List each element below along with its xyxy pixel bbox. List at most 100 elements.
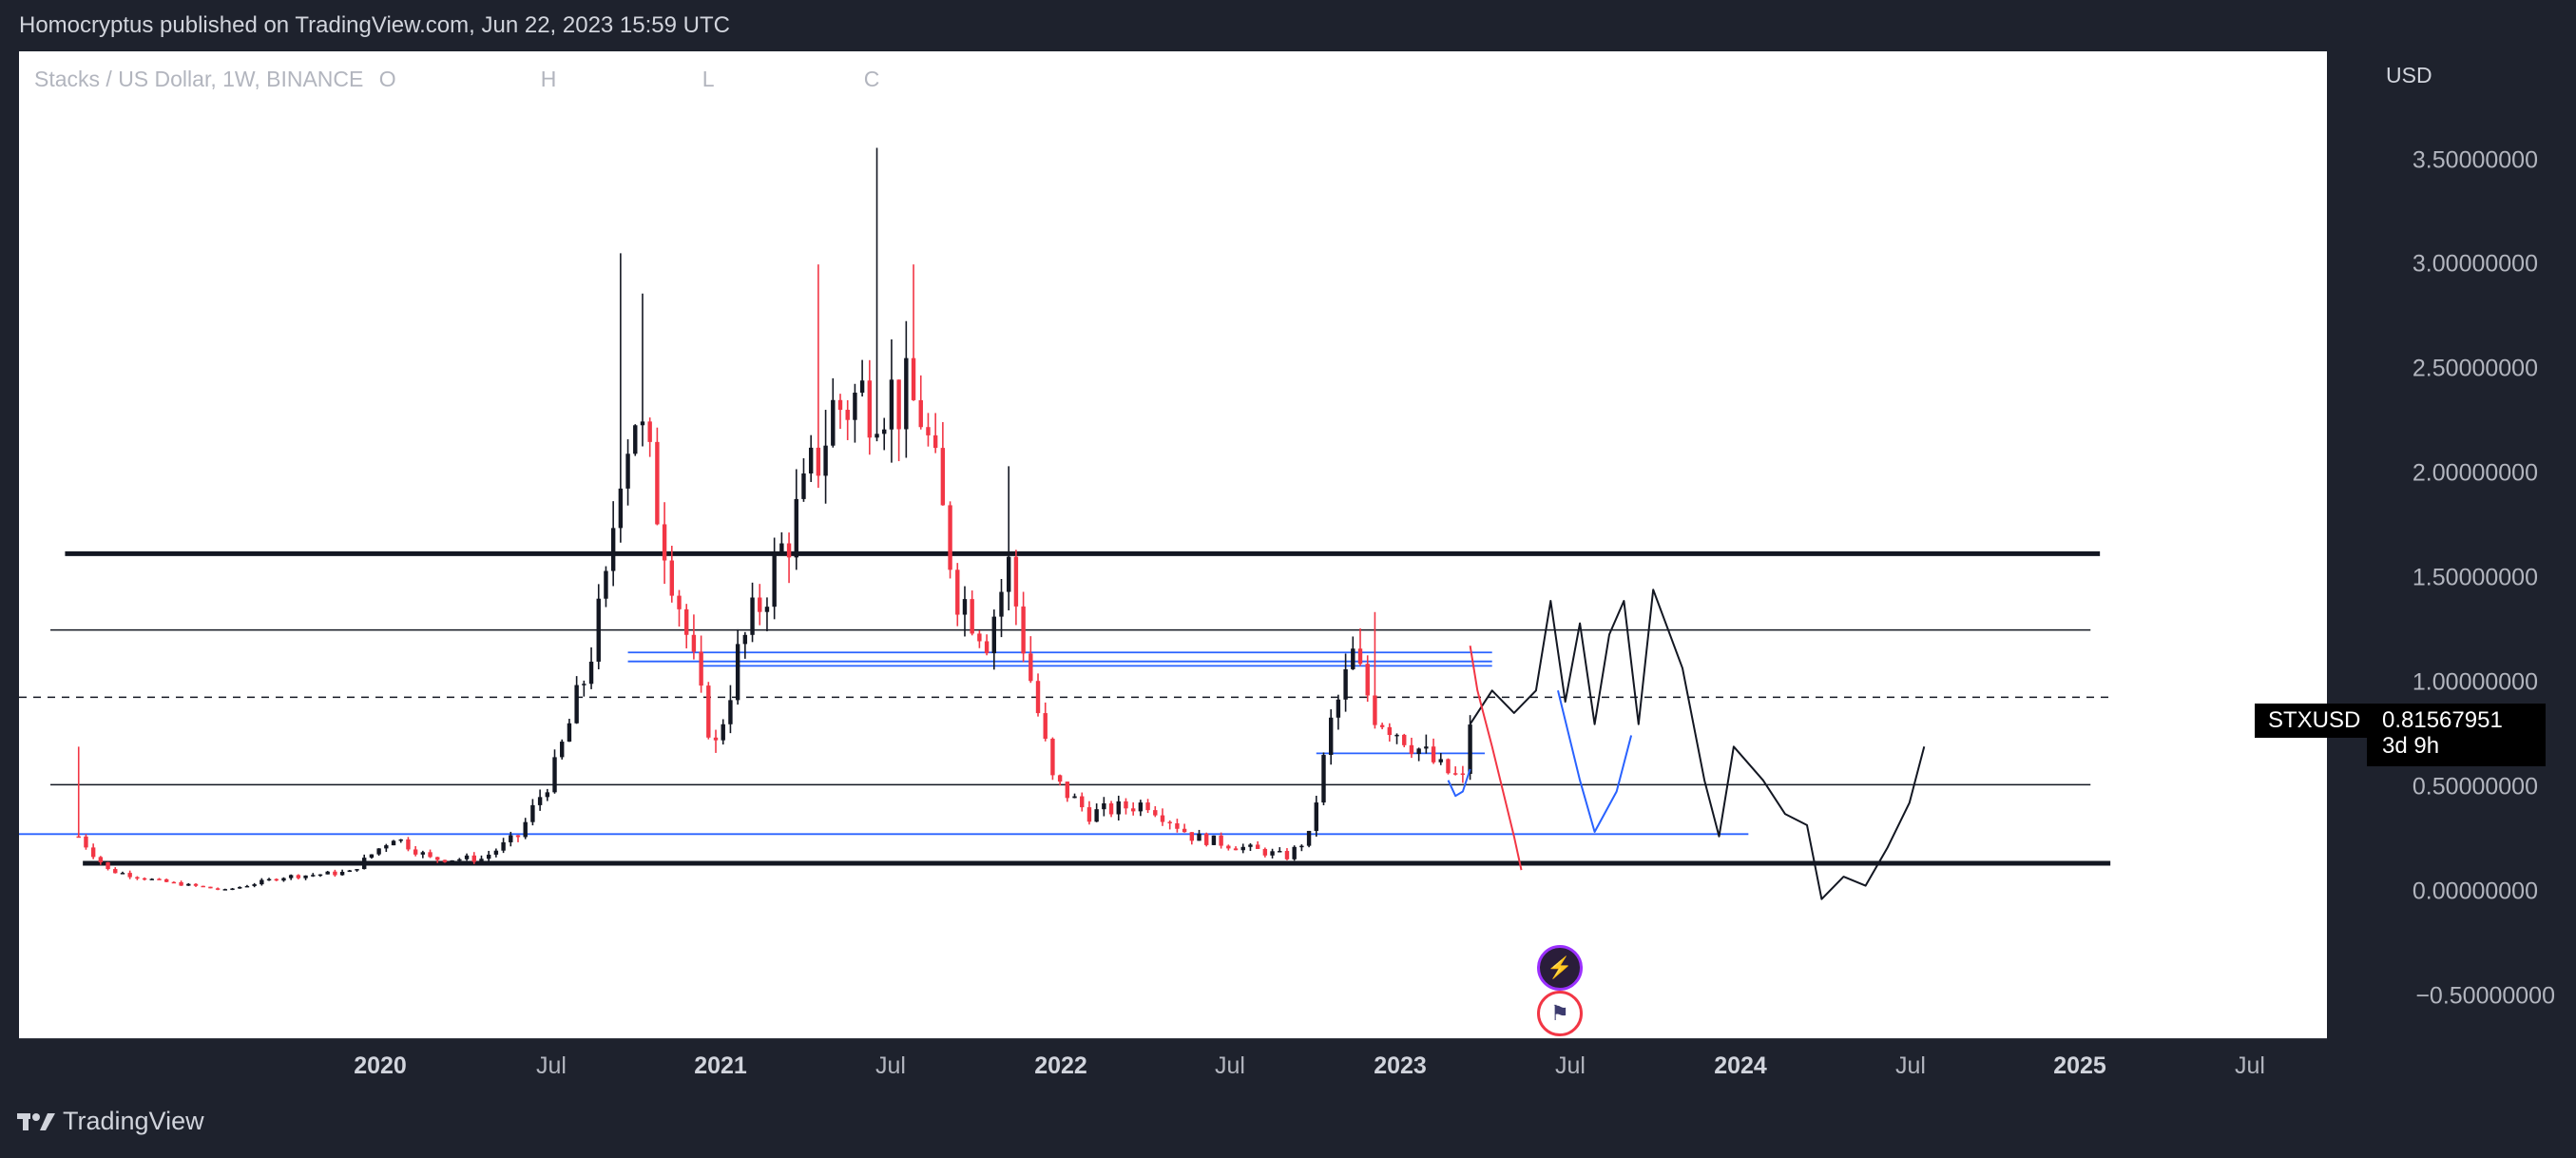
candle-body	[750, 597, 755, 635]
candle-body	[457, 859, 462, 861]
candle-body	[1431, 746, 1436, 762]
candle-body	[1108, 802, 1114, 815]
candle-body	[537, 797, 543, 805]
price-tick: 0.00000000	[2412, 878, 2538, 905]
candle-body	[325, 871, 330, 875]
time-tick: Jul	[536, 1052, 567, 1079]
candle-body	[1336, 699, 1341, 718]
candle-body	[1468, 724, 1472, 774]
tradingview-logo-icon	[17, 1112, 55, 1130]
candle-body	[596, 598, 601, 662]
candle-body	[728, 700, 733, 724]
candle-body	[1138, 802, 1144, 812]
candle-body	[1402, 734, 1407, 745]
publish-header: Homocryptus published on TradingView.com…	[0, 0, 2576, 51]
us-flag-icon[interactable]: ⚑	[1537, 991, 1583, 1036]
candle-body	[471, 855, 476, 862]
candle-body	[904, 357, 909, 430]
projection-path-blue	[1557, 690, 1633, 833]
candle-body	[567, 723, 572, 743]
candle-body	[735, 644, 740, 701]
candle-body	[655, 441, 660, 525]
price-axis[interactable]: USD 3.50000000 3.00000000 2.50000000 2.0…	[2327, 51, 2576, 1038]
candle-body	[633, 425, 638, 454]
candle-body	[772, 552, 777, 608]
candle-body	[163, 878, 169, 882]
candle-body	[574, 685, 579, 724]
candle-body	[230, 888, 235, 891]
candle-body	[311, 875, 316, 877]
candle-body	[288, 875, 294, 878]
candle-body	[1175, 823, 1180, 829]
candle-body	[742, 634, 748, 645]
candle-body	[1379, 724, 1385, 727]
candle-body	[918, 399, 923, 428]
price-tick: 0.50000000	[2412, 773, 2538, 801]
candle-body	[1124, 801, 1128, 809]
candle-body	[859, 380, 865, 394]
candle-body	[1460, 773, 1466, 775]
time-tick: 2020	[354, 1052, 407, 1079]
candle-body	[464, 855, 470, 859]
candle-body	[991, 616, 996, 654]
candle-body	[896, 379, 901, 430]
candle-body	[1094, 809, 1099, 822]
candle-body	[560, 742, 565, 758]
candle-body	[406, 839, 411, 850]
candle-body	[142, 878, 147, 880]
candle-body	[179, 881, 183, 886]
candle-body	[764, 607, 770, 612]
candle-body	[1035, 681, 1041, 714]
candle-body	[875, 434, 879, 438]
time-axis[interactable]: 2020 Jul 2021 Jul 2022 Jul 2023 Jul 2024…	[19, 1038, 2327, 1096]
lightning-icon[interactable]: ⚡	[1537, 945, 1583, 991]
candle-body	[1007, 556, 1011, 592]
candle-body	[1328, 717, 1334, 756]
candle-body	[1292, 846, 1297, 859]
candle-body	[347, 870, 353, 873]
candle-body	[493, 850, 499, 855]
candle-body	[962, 599, 968, 615]
candle-body	[1351, 648, 1355, 669]
projection-path-red	[1469, 646, 1523, 871]
candle-body	[186, 883, 191, 886]
candle-body	[588, 661, 594, 685]
candle-body	[486, 854, 491, 859]
candle-body	[984, 641, 990, 654]
candle-body	[435, 857, 440, 860]
candle-body	[355, 869, 359, 871]
candle-body	[1438, 759, 1443, 762]
candle-body	[1452, 773, 1458, 775]
candle-body	[977, 633, 982, 642]
candle-body	[1233, 848, 1239, 851]
candle-body	[1086, 807, 1092, 822]
candle-body	[1072, 796, 1077, 799]
candle-body	[171, 881, 177, 884]
bar-countdown: 3d 9h	[2382, 733, 2440, 759]
candle-body	[1153, 810, 1158, 816]
candle-body	[1373, 695, 1377, 725]
time-tick: Jul	[1215, 1052, 1245, 1079]
candle-body	[1262, 848, 1268, 856]
time-tick: 2023	[1374, 1052, 1427, 1079]
candle-body	[201, 885, 205, 888]
candle-body	[1446, 759, 1451, 774]
last-price-label: 0.81567951 3d 9h	[2367, 704, 2546, 766]
candle-body	[831, 399, 836, 446]
tradingview-footer[interactable]: TradingView	[17, 1107, 204, 1136]
time-tick: 2021	[694, 1052, 747, 1079]
projection-path-black	[1469, 589, 1926, 900]
candle-body	[333, 871, 337, 876]
candle-body	[845, 410, 850, 420]
time-tick: Jul	[1895, 1052, 1926, 1079]
price-chart[interactable]	[19, 51, 2327, 1038]
chart-panel[interactable]: Stacks / US Dollar, 1W, BINANCE O H L C ⚡ ⚑	[19, 51, 2327, 1038]
candle-body	[127, 873, 132, 878]
legend-close: C	[863, 67, 880, 91]
candle-body	[758, 597, 762, 612]
candle-body	[501, 841, 506, 851]
candle-body	[1255, 844, 1260, 849]
candle-body	[940, 448, 946, 506]
candle-body	[1424, 746, 1429, 749]
candle-body	[1416, 748, 1421, 754]
